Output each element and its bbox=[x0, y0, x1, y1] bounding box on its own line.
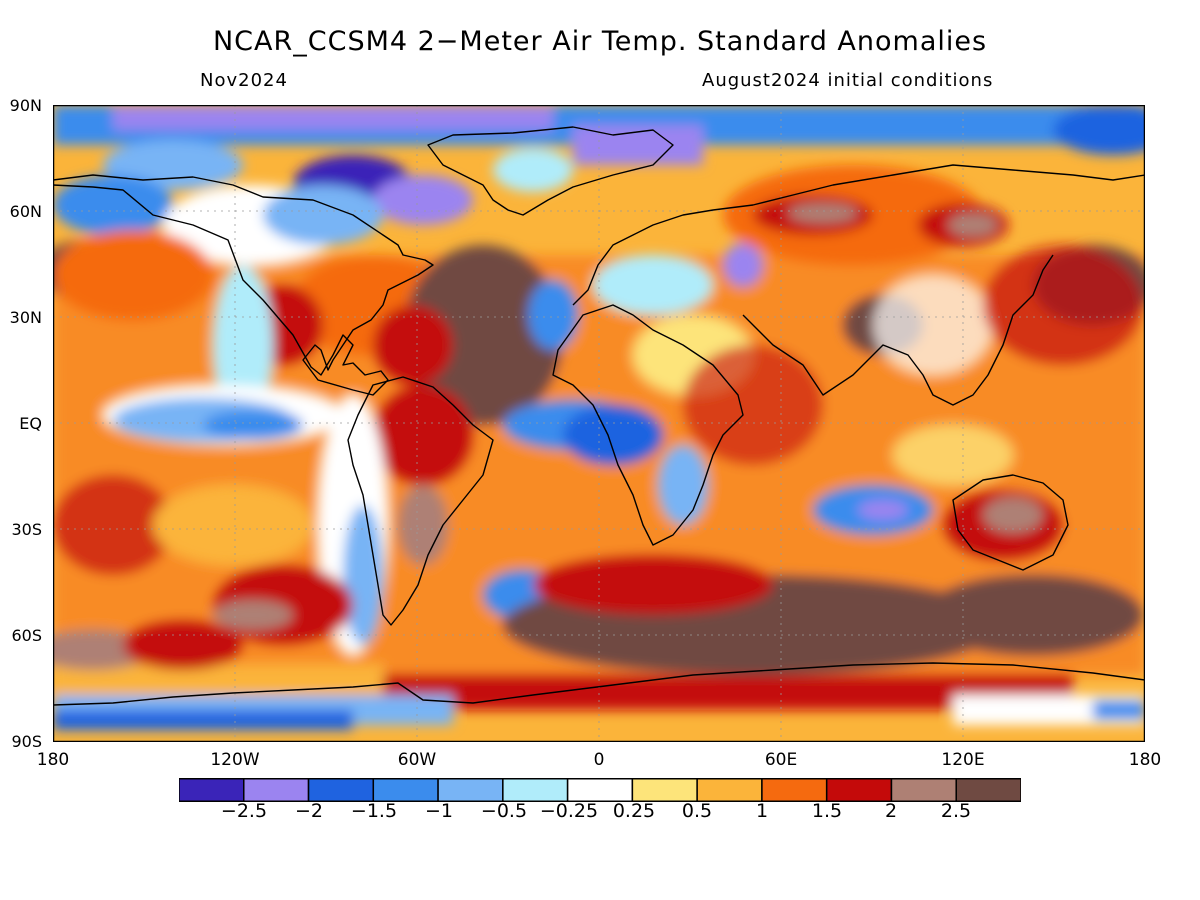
colorbar-swatch bbox=[179, 778, 245, 802]
antarctica-coast bbox=[53, 662, 1145, 706]
africa-coast bbox=[552, 304, 744, 546]
colorbar-swatch bbox=[955, 778, 1021, 802]
lon-label-0: 0 bbox=[593, 750, 605, 770]
colorbar-label-0p5: 0.5 bbox=[681, 800, 713, 822]
australia-coast bbox=[952, 474, 1069, 571]
graticule bbox=[53, 105, 1145, 742]
lat-label-90s: 90S bbox=[11, 732, 42, 751]
map-frame bbox=[53, 105, 1145, 742]
colorbar-swatch bbox=[890, 778, 957, 802]
colorbar-label-1: 1 bbox=[755, 800, 769, 822]
lon-label-180w: 180 bbox=[36, 750, 70, 770]
valid-month-label: Nov2024 bbox=[200, 70, 288, 91]
coastlines bbox=[53, 126, 1145, 706]
lat-label-60s: 60S bbox=[11, 626, 42, 645]
colorbar-swatch bbox=[437, 778, 504, 802]
colorbar-label-m1p5: −1.5 bbox=[350, 800, 398, 822]
colorbar-swatch bbox=[566, 778, 634, 802]
init-conditions-label: August2024 initial conditions bbox=[702, 70, 994, 91]
lon-label-120e: 120E bbox=[941, 750, 985, 770]
colorbar-label-2: 2 bbox=[884, 800, 898, 822]
lat-label-60n: 60N bbox=[9, 202, 42, 221]
greenland-coast bbox=[427, 126, 674, 216]
north-america-coast bbox=[53, 174, 434, 396]
colorbar-swatch bbox=[696, 778, 763, 802]
colorbar-swatch bbox=[825, 778, 893, 802]
colorbar-label-m0p5: −0.5 bbox=[480, 800, 528, 822]
south-america-coast bbox=[347, 376, 494, 626]
colorbar-label-m1: −1 bbox=[424, 800, 453, 822]
lat-label-eq: EQ bbox=[19, 414, 42, 433]
europe-coast bbox=[572, 164, 1145, 306]
asia-coast bbox=[742, 254, 1054, 406]
colorbar-swatch bbox=[243, 778, 310, 802]
lat-label-30n: 30N bbox=[9, 308, 42, 327]
colorbar-label-m2: −2 bbox=[294, 800, 323, 822]
colorbar-swatch bbox=[631, 778, 698, 802]
colorbar-swatch bbox=[307, 778, 375, 802]
lat-label-30s: 30S bbox=[11, 520, 42, 539]
colorbar-label-2p5: 2.5 bbox=[940, 800, 972, 822]
lon-label-60w: 60W bbox=[397, 750, 437, 770]
lon-label-120w: 120W bbox=[210, 750, 260, 770]
anomaly-map bbox=[53, 105, 1145, 742]
map-title: NCAR_CCSM4 2−Meter Air Temp. Standard An… bbox=[212, 26, 988, 57]
lat-label-90n: 90N bbox=[9, 96, 42, 115]
colorbar-swatch bbox=[761, 778, 828, 802]
colorbar-swatch bbox=[372, 778, 439, 802]
anomaly-field bbox=[53, 105, 1145, 730]
colorbar-swatch bbox=[502, 778, 569, 802]
colorbar-label-1p5: 1.5 bbox=[811, 800, 843, 822]
colorbar-label-m0p25: −0.25 bbox=[539, 800, 599, 822]
lon-label-60e: 60E bbox=[764, 750, 798, 770]
lon-label-180e: 180 bbox=[1128, 750, 1162, 770]
colorbar-label-m2p5: −2.5 bbox=[220, 800, 268, 822]
colorbar bbox=[179, 778, 1021, 802]
colorbar-label-0p25: 0.25 bbox=[612, 800, 656, 822]
